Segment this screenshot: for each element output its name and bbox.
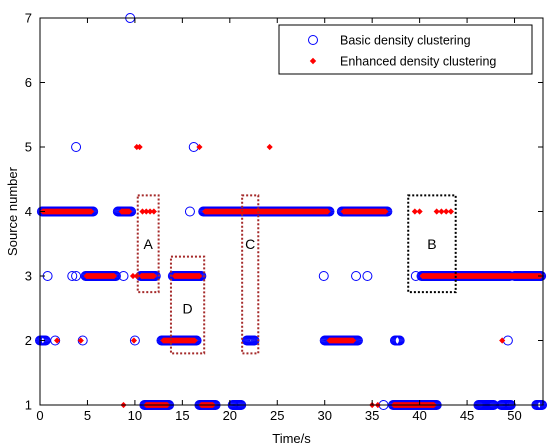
data-point (443, 208, 450, 215)
data-point (191, 337, 198, 344)
x-axis-label: Time/s (272, 431, 311, 446)
data-point (118, 271, 129, 281)
data-point (129, 335, 140, 346)
data-point (351, 271, 362, 281)
annotation-box-d (169, 255, 206, 355)
data-point (71, 271, 82, 281)
y-axis-label: Source number (5, 166, 20, 256)
legend-enhanced-marker (309, 57, 317, 65)
data-point (416, 208, 423, 215)
legend-basic-label: Basic density clustering (340, 34, 471, 48)
legend: Basic density clustering Enhanced densit… (278, 24, 533, 75)
annotation-label-d: D (183, 300, 193, 316)
data-point (126, 208, 133, 215)
y-tick-label: 2 (25, 333, 32, 348)
data-point (184, 206, 195, 217)
data-point (318, 271, 329, 281)
annotation-label-c: C (245, 236, 255, 252)
data-point (362, 271, 373, 281)
data-point (266, 143, 273, 151)
x-tick-label: 15 (175, 408, 189, 423)
y-tick-label: 7 (25, 11, 32, 26)
annotation-box-b (407, 194, 457, 294)
data-point (447, 208, 455, 215)
legend-box (278, 24, 533, 75)
data-point (324, 208, 331, 215)
data-point (433, 208, 440, 215)
annotation-box-c (241, 194, 260, 355)
annotation-label-b: B (427, 236, 436, 252)
data-point (110, 272, 118, 280)
data-point (67, 271, 78, 281)
legend-basic-marker (308, 35, 318, 45)
x-tick-label: 35 (365, 408, 379, 423)
data-point (77, 337, 84, 344)
data-point (438, 208, 445, 215)
annotation-boxes: A D C B (136, 194, 457, 355)
data-point (196, 272, 203, 280)
data-point (382, 208, 389, 215)
x-tick-label: 10 (128, 408, 142, 423)
data-point (130, 337, 138, 344)
enhanced-series-markers (39, 143, 544, 409)
data-point (54, 337, 61, 344)
data-point (350, 337, 357, 344)
y-tick-label: 5 (25, 140, 32, 155)
y-tick-label: 6 (25, 75, 32, 90)
x-tick-label: 25 (270, 408, 284, 423)
data-point (499, 337, 506, 344)
data-point (196, 143, 203, 151)
x-tick-label: 40 (412, 408, 426, 423)
annotation-box-a (136, 194, 160, 294)
data-point (150, 272, 157, 280)
annotation-label-a: A (144, 236, 154, 252)
y-tick-label: 3 (25, 269, 32, 284)
data-point (71, 142, 82, 152)
x-tick-label: 30 (317, 408, 331, 423)
legend-enhanced-label: Enhanced density clustering (340, 55, 496, 69)
data-point (150, 208, 157, 215)
x-tick-label: 20 (223, 408, 237, 423)
x-tick-label: 5 (84, 408, 91, 423)
y-tick-label: 1 (25, 398, 32, 413)
x-tick-label: 50 (507, 408, 521, 423)
x-tick-label: 45 (460, 408, 474, 423)
y-tick-label: 4 (25, 204, 32, 219)
data-point (88, 208, 95, 215)
data-point (411, 208, 418, 215)
data-point (136, 143, 143, 151)
x-tick-label: 0 (36, 408, 43, 423)
data-point (394, 335, 405, 346)
